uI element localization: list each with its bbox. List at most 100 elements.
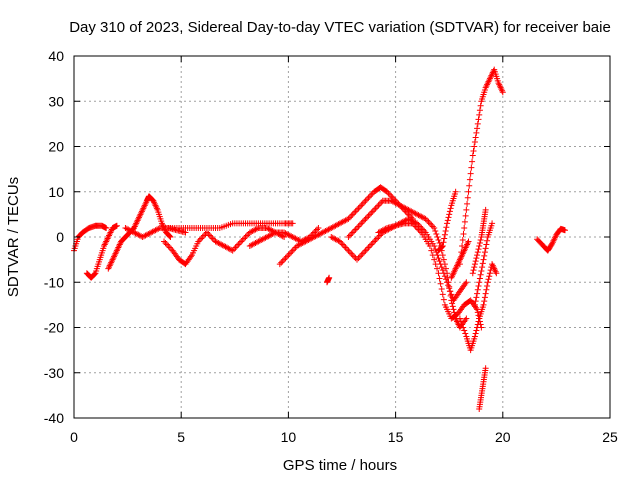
data-point: [361, 199, 368, 206]
data-point: [471, 333, 478, 340]
data-point: [473, 327, 480, 334]
x-tick-label: 25: [602, 429, 618, 445]
data-point: [359, 250, 366, 257]
data-point: [439, 243, 446, 250]
data-point: [483, 286, 490, 293]
data-point: [474, 324, 481, 331]
y-tick-label: 0: [56, 229, 64, 245]
y-axis-label: SDTVAR / TECUs: [5, 177, 22, 297]
data-point: [446, 211, 453, 218]
data-point: [361, 249, 368, 256]
data-point: [475, 246, 482, 253]
data-point: [460, 324, 467, 331]
series-arc-g: [203, 224, 288, 254]
data-point: [450, 306, 457, 313]
data-point: [113, 222, 120, 229]
data-point: [441, 235, 448, 242]
data-point: [437, 280, 444, 287]
data-point: [446, 288, 453, 295]
data-point: [239, 237, 246, 244]
data-point: [364, 196, 371, 203]
data-point: [463, 279, 470, 286]
data-point: [443, 224, 450, 231]
series-arc-q: [456, 261, 500, 354]
data-point: [473, 129, 480, 136]
data-point: [440, 239, 447, 246]
data-point: [231, 246, 238, 253]
data-point: [493, 270, 500, 277]
data-point: [460, 230, 467, 237]
data-point: [484, 283, 491, 290]
data-point: [486, 270, 493, 277]
data-point: [238, 238, 245, 245]
data-point: [348, 230, 355, 237]
data-point: [344, 246, 351, 253]
data-point: [474, 286, 481, 293]
data-point: [448, 297, 455, 304]
data-point: [470, 267, 477, 274]
data-point: [372, 205, 379, 212]
data-point: [374, 203, 381, 210]
data-point: [474, 252, 481, 259]
data-point: [456, 261, 463, 268]
data-point: [206, 232, 213, 239]
data-point: [374, 235, 381, 242]
data-point: [345, 247, 352, 254]
data-point: [499, 89, 506, 96]
data-point: [477, 271, 484, 278]
data-point: [476, 279, 483, 286]
data-point: [434, 265, 441, 272]
data-point: [462, 330, 469, 337]
data-point: [345, 234, 352, 240]
data-point: [166, 244, 173, 251]
data-point: [466, 182, 473, 189]
data-points: [71, 66, 568, 412]
data-point: [561, 227, 568, 234]
data-point: [376, 200, 383, 207]
data-point: [445, 214, 452, 221]
data-point: [481, 298, 488, 305]
data-point: [441, 261, 448, 268]
data-point: [474, 306, 481, 313]
data-point: [483, 241, 490, 248]
data-point: [354, 224, 361, 231]
x-tick-label: 0: [70, 429, 78, 445]
data-point: [464, 200, 471, 207]
data-point: [449, 300, 456, 307]
data-point: [355, 255, 362, 262]
data-point: [358, 252, 365, 259]
x-axis-label: GPS time / hours: [283, 457, 397, 474]
data-point: [440, 296, 447, 303]
data-point: [439, 267, 446, 274]
data-point: [414, 224, 421, 231]
data-point: [456, 315, 463, 322]
data-point: [474, 321, 481, 328]
data-point: [356, 253, 363, 260]
data-point: [476, 240, 483, 247]
data-point: [349, 211, 356, 218]
data-point: [91, 270, 98, 277]
data-point: [236, 240, 243, 247]
data-point: [438, 286, 445, 293]
data-point: [473, 255, 480, 262]
data-point: [426, 243, 433, 250]
series-arc-t: [469, 206, 489, 277]
data-point: [349, 252, 356, 259]
data-point: [228, 246, 235, 253]
data-point: [362, 197, 369, 204]
data-point: [477, 102, 484, 109]
data-point: [368, 191, 375, 198]
data-point: [205, 230, 212, 237]
data-point: [282, 255, 289, 262]
data-point: [489, 220, 496, 227]
data-point: [471, 264, 478, 271]
data-point: [485, 276, 492, 283]
y-tick-label: 30: [48, 93, 64, 109]
data-point: [365, 194, 372, 201]
series-arc-f: [165, 220, 296, 231]
data-point: [416, 227, 423, 234]
data-point: [464, 194, 471, 201]
data-point: [412, 223, 419, 230]
data-point: [471, 301, 478, 308]
data-point: [201, 232, 208, 239]
